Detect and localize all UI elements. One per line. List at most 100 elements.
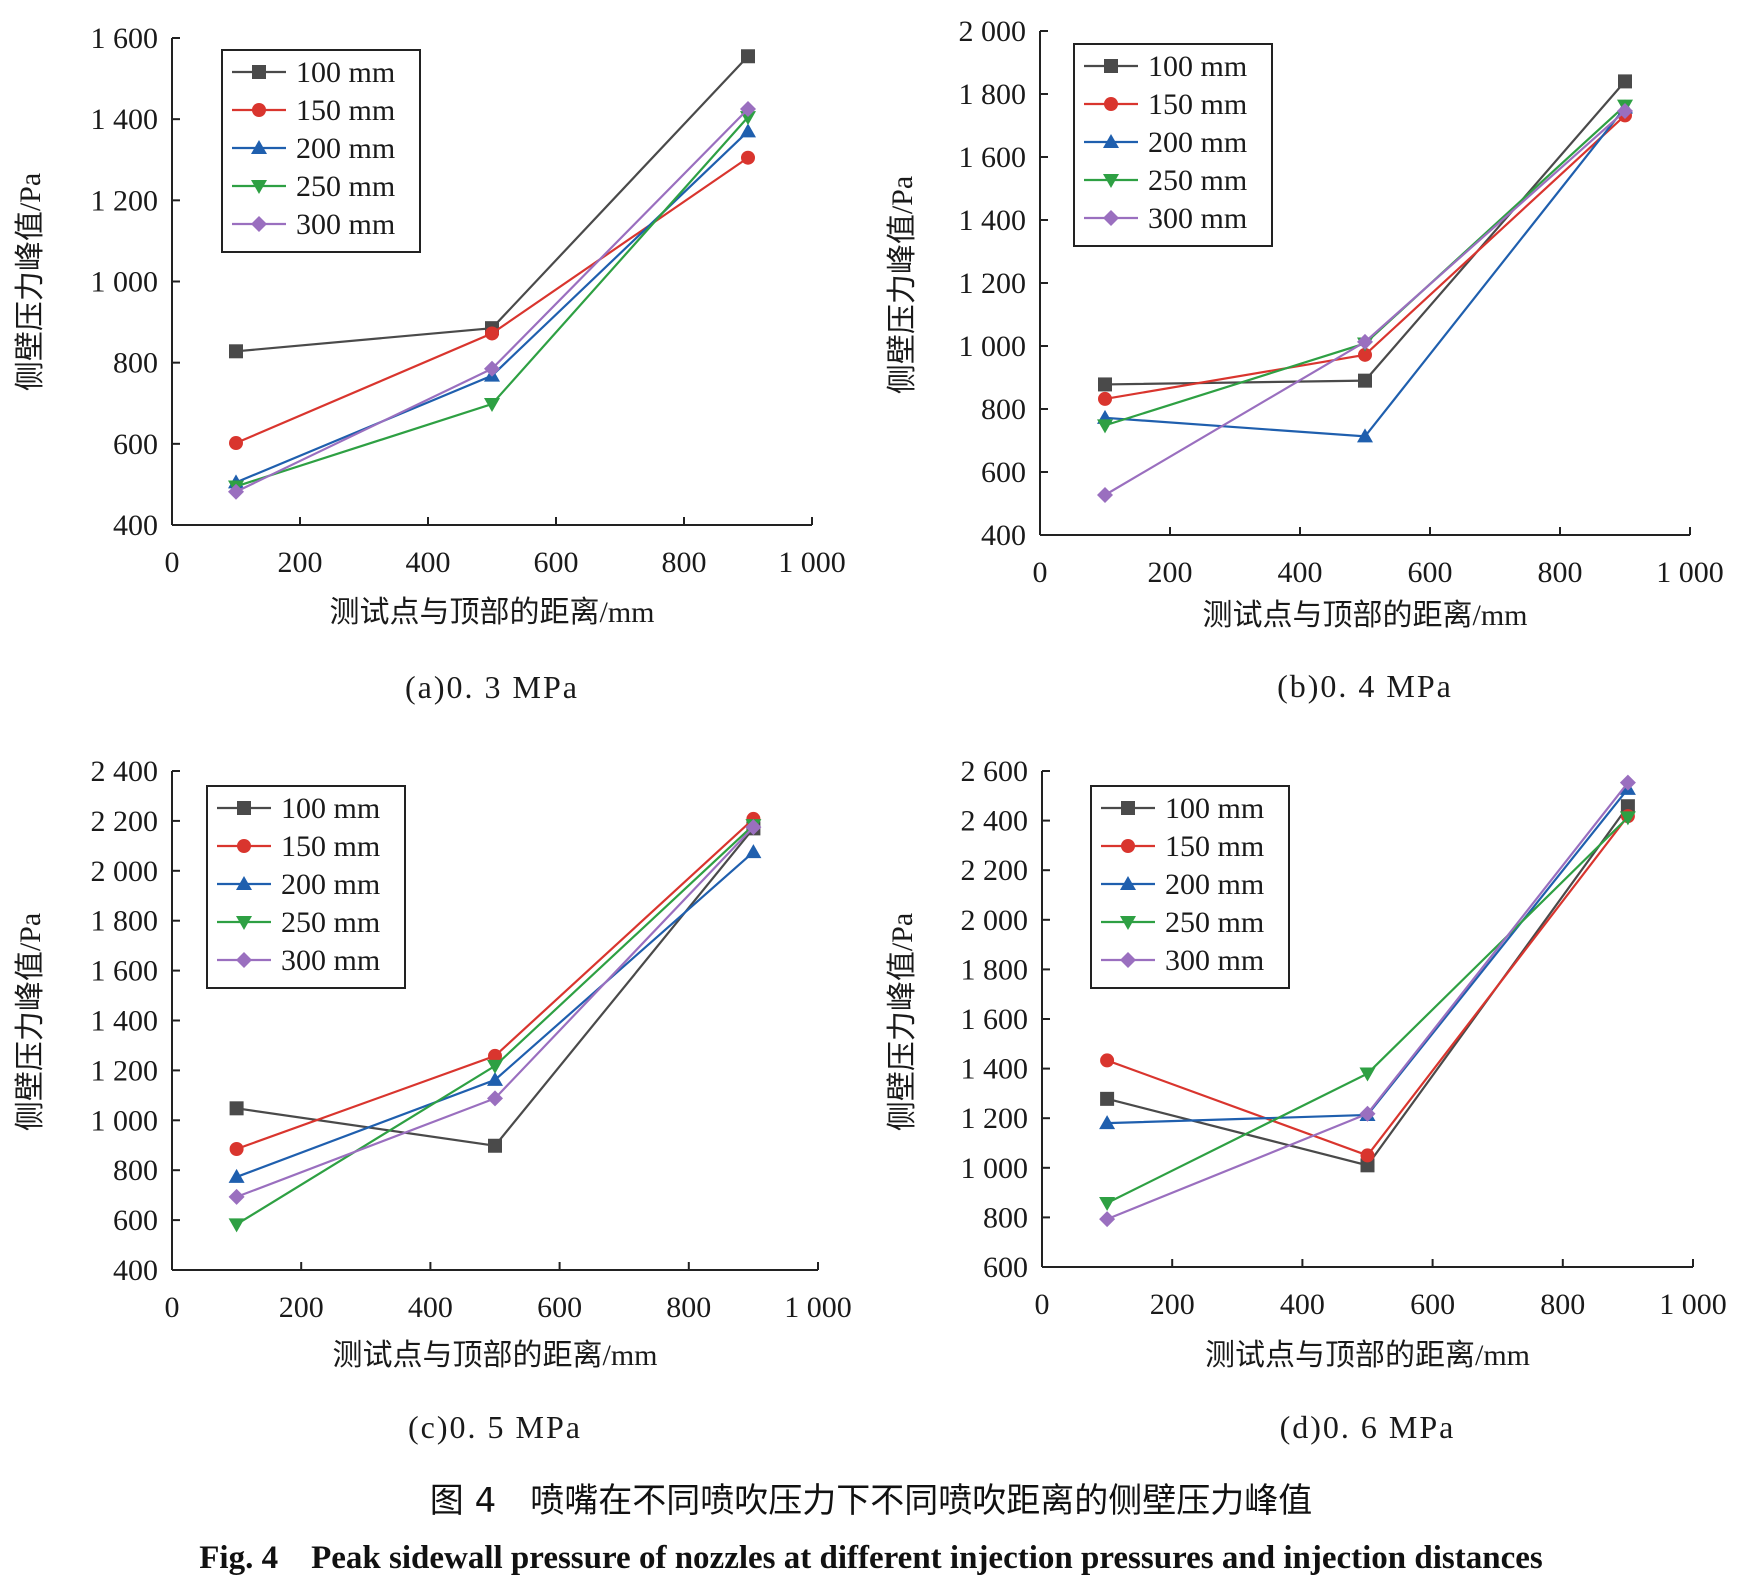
x-axis-title: 测试点与顶部的距离/mm xyxy=(1205,1339,1530,1372)
data-point xyxy=(1359,1105,1376,1122)
panel-caption: (b)0. 4 MPa xyxy=(1277,668,1453,704)
chart-panels: 0 200 400 600 800 1 000 400 600 800 1 000 1 200 1 4… xyxy=(14,15,1727,1445)
legend-marker xyxy=(1120,916,1136,930)
legend-label: 100 mm xyxy=(1148,50,1247,83)
legend-marker xyxy=(252,65,266,79)
data-point xyxy=(1618,74,1632,89)
data-point xyxy=(1100,1091,1115,1106)
x-tick-label: 800 xyxy=(662,546,707,579)
legend-marker xyxy=(1103,210,1119,226)
y-tick-label: 1 600 xyxy=(91,22,159,55)
y-tick-label: 1 200 xyxy=(91,1054,159,1087)
y-tick-label: 800 xyxy=(113,347,158,380)
x-tick-label: 800 xyxy=(1540,1288,1585,1321)
y-tick-label: 1 400 xyxy=(961,1053,1029,1086)
y-axis-title: 侧壁压力峰值/Pa xyxy=(886,913,919,1131)
data-point xyxy=(1357,333,1373,350)
data-point xyxy=(740,123,756,138)
data-point xyxy=(487,1090,503,1107)
x-tick-label: 400 xyxy=(408,1291,453,1324)
y-tick-label: 2 000 xyxy=(91,855,159,888)
legend-label: 100 mm xyxy=(1165,792,1264,825)
legend-label: 200 mm xyxy=(296,132,395,165)
data-point xyxy=(1620,799,1635,814)
y-tick-label: 1 200 xyxy=(91,184,159,217)
panel-caption: (c)0. 5 MPa xyxy=(408,1409,582,1445)
legend-label: 300 mm xyxy=(296,208,395,241)
legend-label: 250 mm xyxy=(1148,164,1247,197)
y-tick-label: 2 200 xyxy=(961,854,1029,887)
y-tick-label: 1 600 xyxy=(91,955,159,988)
x-axis-title: 测试点与顶部的距离/mm xyxy=(329,596,654,629)
x-tick-label: 1 000 xyxy=(1656,556,1724,589)
x-tick-label: 0 xyxy=(165,1291,180,1324)
x-tick-label: 600 xyxy=(1410,1288,1455,1321)
legend-marker xyxy=(237,801,251,815)
legend-label: 100 mm xyxy=(296,56,395,89)
y-axis-title: 侧壁压力峰值/Pa xyxy=(14,173,47,391)
legend-marker xyxy=(1103,174,1119,188)
y-tick-label: 1 000 xyxy=(91,266,159,299)
data-point xyxy=(1098,391,1112,406)
data-point xyxy=(1358,373,1372,388)
y-tick-label: 2 600 xyxy=(961,755,1029,788)
panel-caption: (d)0. 6 MPa xyxy=(1280,1409,1456,1445)
data-point xyxy=(1100,1053,1115,1068)
x-tick-label: 200 xyxy=(278,546,323,579)
data-point xyxy=(741,150,755,165)
legend-label: 150 mm xyxy=(296,94,395,127)
x-tick-label: 400 xyxy=(1278,556,1323,589)
legend-marker xyxy=(1104,97,1118,111)
y-tick-label: 400 xyxy=(981,519,1026,552)
legend: 100 mm 150 mm 200 mm 250 mm 300 mm xyxy=(1090,785,1290,989)
y-tick-label: 400 xyxy=(113,509,158,542)
data-point xyxy=(1099,1115,1116,1130)
x-tick-label: 600 xyxy=(534,546,579,579)
legend-marker xyxy=(251,216,267,232)
y-tick-label: 800 xyxy=(983,1201,1028,1234)
y-tick-label: 1 800 xyxy=(961,953,1029,986)
data-point xyxy=(1358,347,1372,362)
y-tick-label: 1 800 xyxy=(959,78,1027,111)
legend-label: 200 mm xyxy=(1148,126,1247,159)
x-tick-label: 200 xyxy=(279,1291,324,1324)
data-point xyxy=(1360,1148,1375,1163)
data-point xyxy=(485,326,499,341)
data-point xyxy=(488,1048,502,1063)
legend: 100 mm 150 mm 200 mm 250 mm 300 mm xyxy=(1073,43,1273,247)
legend-label: 250 mm xyxy=(1165,906,1264,939)
legend-label: 300 mm xyxy=(1148,202,1247,235)
x-tick-label: 0 xyxy=(1035,1288,1050,1321)
data-point xyxy=(484,360,500,377)
legend-marker xyxy=(1104,59,1118,73)
legend-label: 150 mm xyxy=(1148,88,1247,121)
panel-caption: (a)0. 3 MPa xyxy=(405,669,579,705)
data-point xyxy=(229,1141,244,1156)
y-tick-label: 600 xyxy=(113,428,158,461)
chart-panel-3: 0 200 400 600 800 1 000 400 600 800 1 000 1 200 1 4… xyxy=(14,755,852,1445)
legend-label: 300 mm xyxy=(1165,944,1264,977)
y-tick-label: 2 000 xyxy=(959,15,1027,48)
data-point xyxy=(740,101,756,118)
data-point xyxy=(229,1101,244,1116)
x-tick-label: 1 000 xyxy=(1659,1288,1727,1321)
x-tick-label: 0 xyxy=(1033,556,1048,589)
y-tick-label: 1 600 xyxy=(961,1003,1029,1036)
x-tick-label: 400 xyxy=(1280,1288,1325,1321)
x-tick-label: 600 xyxy=(537,1291,582,1324)
data-point xyxy=(1357,428,1373,443)
data-point xyxy=(1097,419,1113,434)
x-tick-label: 0 xyxy=(165,546,180,579)
legend-label: 200 mm xyxy=(1165,868,1264,901)
y-tick-label: 1 600 xyxy=(959,141,1027,174)
data-point xyxy=(1619,811,1636,826)
y-tick-label: 1 400 xyxy=(91,1005,159,1038)
chart-panel-2: 0 200 400 600 800 1 000 400 600 800 1 000 1 200 1 4… xyxy=(886,15,1724,704)
data-point xyxy=(1359,1067,1376,1082)
y-tick-label: 2 400 xyxy=(961,805,1029,838)
data-point xyxy=(487,1071,503,1086)
y-tick-label: 2 000 xyxy=(961,904,1029,937)
legend-label: 150 mm xyxy=(281,830,380,863)
data-point xyxy=(228,1188,245,1205)
